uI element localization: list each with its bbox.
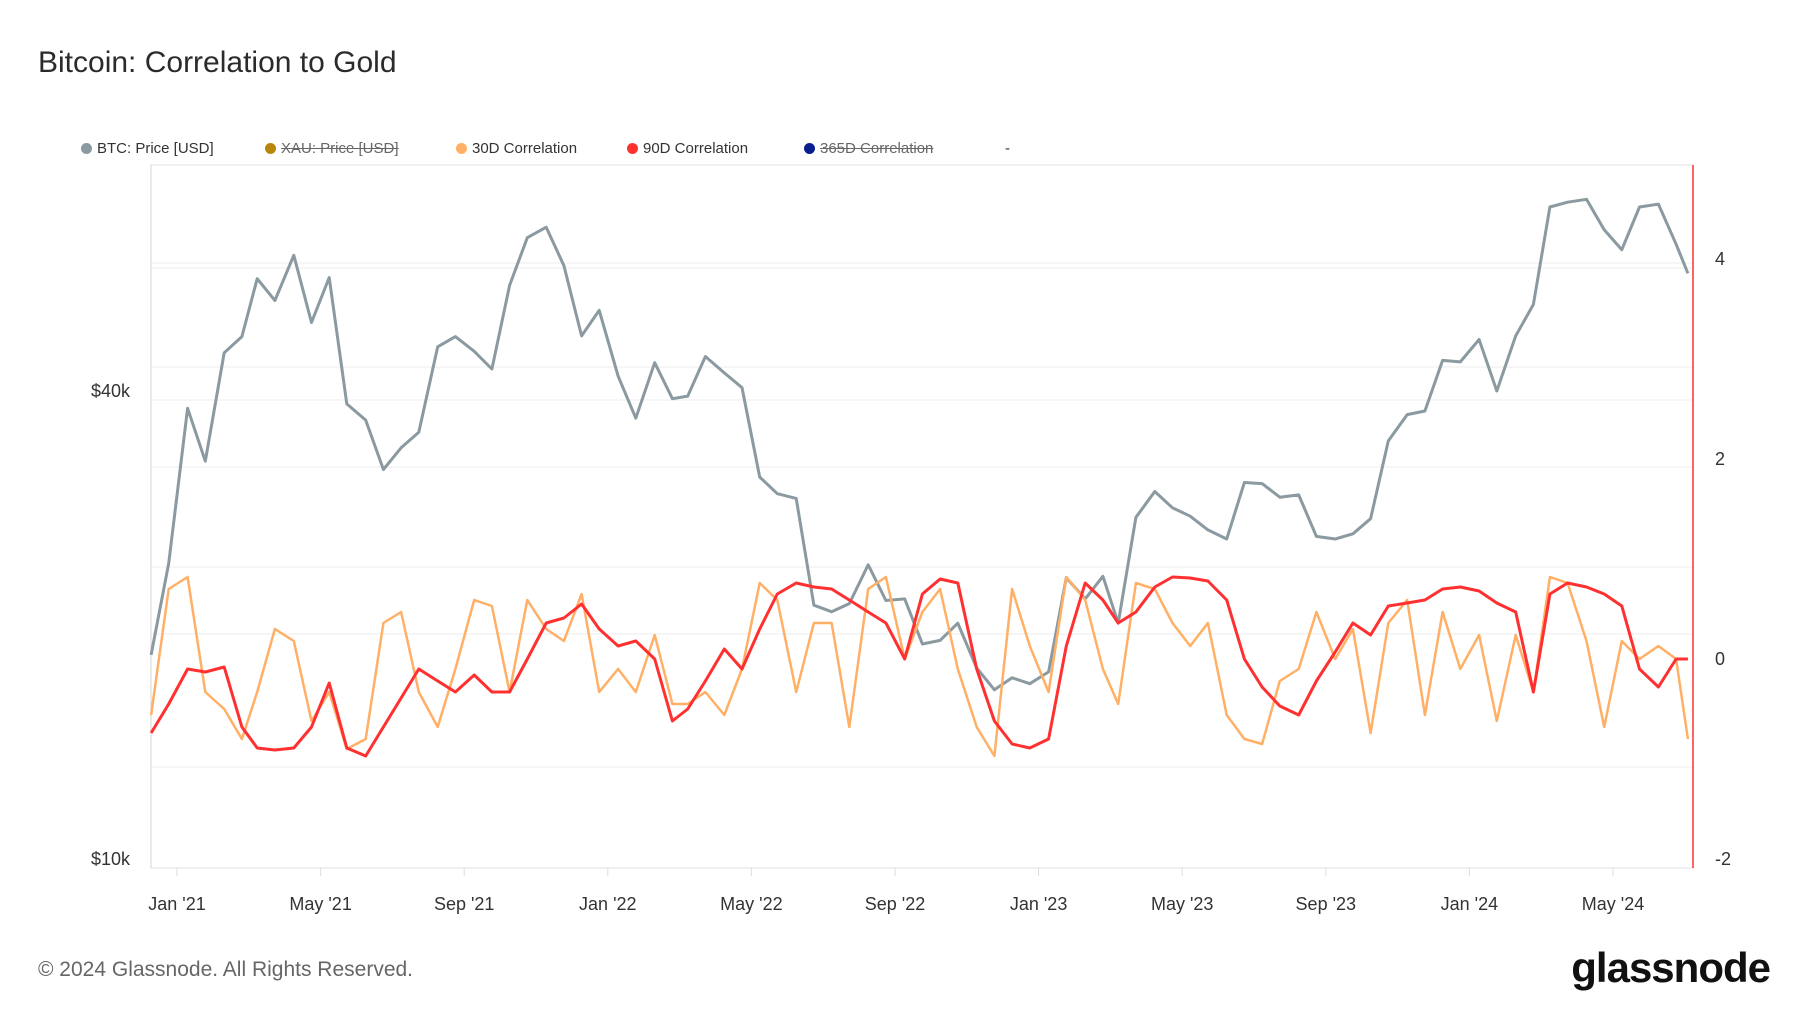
- x-tick-label: Sep '23: [1296, 894, 1357, 914]
- legend-dot-icon: [627, 143, 638, 154]
- legend-item-dash[interactable]: -: [1005, 140, 1010, 157]
- legend-dot-icon: [81, 143, 92, 154]
- x-tick-label: Jan '23: [1010, 894, 1067, 914]
- x-tick-label: Sep '21: [434, 894, 495, 914]
- x-tick-label: May '23: [1151, 894, 1213, 914]
- x-tick-label: Sep '22: [865, 894, 926, 914]
- correlation-30d-line: [149, 575, 1690, 758]
- legend-item-30d-correlation[interactable]: 30D Correlation: [456, 140, 577, 157]
- y-right-tick-label: 0: [1715, 649, 1725, 669]
- legend-item-xau-price[interactable]: XAU: Price [USD]: [265, 140, 399, 157]
- legend-dot-icon: [265, 143, 276, 154]
- x-tick-label: Jan '22: [579, 894, 636, 914]
- legend: BTC: Price [USD] XAU: Price [USD] 30D Co…: [0, 140, 1100, 160]
- y-right-tick-label: -2: [1715, 849, 1731, 869]
- legend-item-btc-price[interactable]: BTC: Price [USD]: [81, 140, 214, 157]
- legend-dot-icon: [456, 143, 467, 154]
- y-right-tick-label: 2: [1715, 449, 1725, 469]
- x-tick-label: May '22: [720, 894, 782, 914]
- y-left-tick-label: $10k: [91, 849, 131, 869]
- legend-dot-icon: [804, 143, 815, 154]
- legend-item-365d-correlation[interactable]: 365D Correlation: [804, 140, 933, 157]
- x-tick-label: May '24: [1582, 894, 1644, 914]
- y-left-tick-label: $40k: [91, 381, 131, 401]
- btc-price-line: [149, 197, 1690, 692]
- copyright-footer: © 2024 Glassnode. All Rights Reserved.: [38, 958, 414, 981]
- legend-item-90d-correlation[interactable]: 90D Correlation: [627, 140, 748, 157]
- plot-border: [150, 164, 1694, 869]
- correlation-90d-line: [149, 575, 1688, 758]
- y-right-tick-label: 4: [1715, 249, 1725, 269]
- x-tick-label: Jan '21: [148, 894, 205, 914]
- x-tick-label: May '21: [289, 894, 351, 914]
- chart-title: Bitcoin: Correlation to Gold: [38, 46, 397, 79]
- x-tick-label: Jan '24: [1441, 894, 1498, 914]
- glassnode-logo: glassnode: [1571, 944, 1771, 991]
